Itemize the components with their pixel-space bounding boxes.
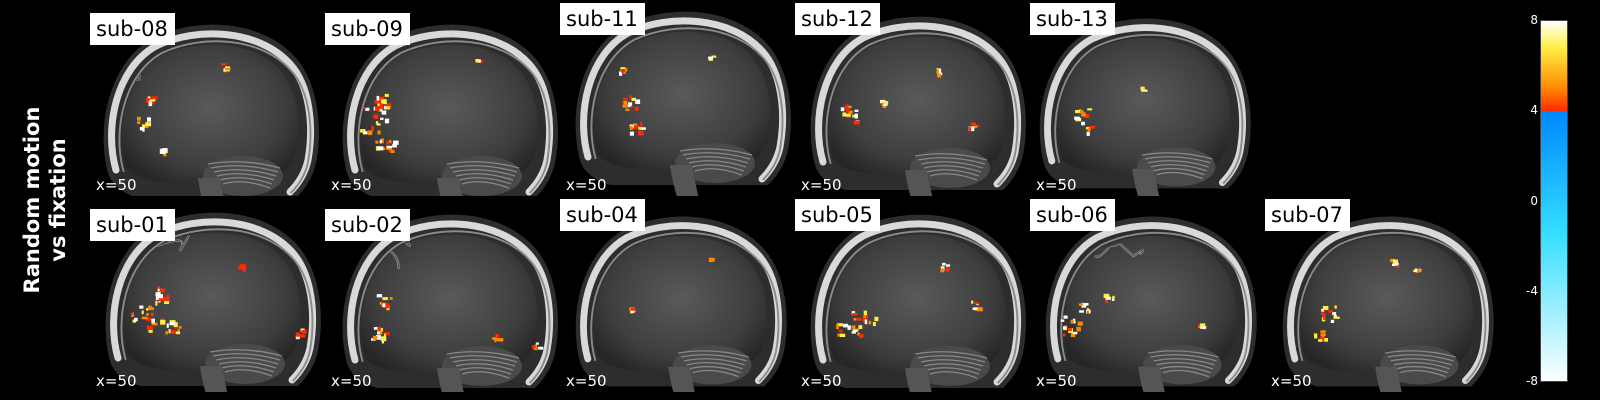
slice-coordinate: x=50: [331, 372, 372, 390]
brain-panel-bottom-2: sub-02 x=50: [325, 196, 563, 392]
slice-coordinate: x=50: [801, 176, 842, 194]
subject-label: sub-01: [90, 209, 175, 241]
brain-panel-top-4: sub-12 x=50: [795, 0, 1033, 196]
brain-slice-image: [810, 16, 1026, 196]
colorbar-gradient: [1540, 20, 1568, 382]
brain-panel-bottom-4: sub-05 x=50: [795, 196, 1033, 392]
subject-label: sub-02: [325, 209, 410, 241]
brain-panel-bottom-1: sub-01 x=50: [90, 196, 328, 392]
colorbar: 8 4 0 -4 -8: [1526, 10, 1600, 395]
slice-coordinate: x=50: [1036, 176, 1077, 194]
brain-slice-image: [342, 24, 558, 196]
subject-label: sub-08: [90, 13, 175, 45]
brain-slice-image: [1282, 216, 1494, 392]
brain-slice-image: [342, 214, 558, 392]
subject-label: sub-06: [1030, 199, 1115, 231]
colorbar-tick-label: 8: [1530, 13, 1538, 27]
slice-coordinate: x=50: [566, 176, 607, 194]
brain-slice-image: [103, 24, 319, 196]
brain-panel-top-3: sub-11 x=50: [560, 0, 798, 196]
brain-slice-image: [575, 11, 791, 196]
contrast-label-line-2: vs fixation: [46, 138, 70, 262]
slice-coordinate: x=50: [801, 372, 842, 390]
contrast-label-text: Random motion vs fixation: [19, 107, 71, 294]
subject-label: sub-04: [560, 199, 645, 231]
brain-panel-top-2: sub-09 x=50: [325, 0, 563, 196]
subject-label: sub-11: [560, 3, 645, 35]
colorbar-tick-label: -8: [1526, 374, 1538, 388]
brain-panel-bottom-3: sub-04 x=50: [560, 196, 798, 392]
brain-slice-image: [1045, 216, 1257, 392]
colorbar-tick-label: -4: [1526, 284, 1538, 298]
colorbar-tick-label: 4: [1530, 103, 1538, 117]
subject-label: sub-09: [325, 13, 410, 45]
brain-slice-image: [105, 212, 321, 392]
slice-coordinate: x=50: [1036, 372, 1077, 390]
slice-coordinate: x=50: [566, 372, 607, 390]
brain-panel-top-5: sub-13 x=50: [1030, 0, 1268, 196]
subject-label: sub-07: [1265, 199, 1350, 231]
contrast-label: Random motion vs fixation: [0, 0, 90, 400]
subject-label: sub-05: [795, 199, 880, 231]
slice-coordinate: x=50: [1271, 372, 1312, 390]
subject-label: sub-12: [795, 3, 880, 35]
colorbar-tick-label: 0: [1530, 194, 1538, 208]
slice-coordinate: x=50: [331, 176, 372, 194]
brain-panel-bottom-5: sub-06 x=50: [1030, 196, 1268, 392]
brain-panel-top-1: sub-08 x=50: [90, 0, 328, 196]
subject-label: sub-13: [1030, 3, 1115, 35]
brain-panel-bottom-6: sub-07 x=50: [1265, 196, 1503, 392]
slice-coordinate: x=50: [96, 372, 137, 390]
slice-coordinate: x=50: [96, 176, 137, 194]
brain-slice-image: [1039, 18, 1251, 196]
brain-slice-image: [575, 216, 787, 392]
contrast-label-line-1: Random motion: [20, 106, 44, 294]
brain-slice-image: [810, 214, 1026, 392]
